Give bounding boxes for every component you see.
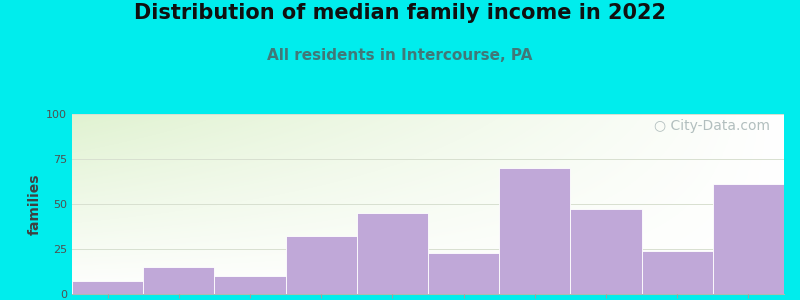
Text: ○ City-Data.com: ○ City-Data.com <box>654 119 770 134</box>
Bar <box>642 251 713 294</box>
Bar <box>72 281 143 294</box>
Bar <box>214 276 286 294</box>
Bar <box>499 168 570 294</box>
Bar <box>428 253 499 294</box>
Bar <box>286 236 357 294</box>
Bar <box>357 213 428 294</box>
Y-axis label: families: families <box>28 173 42 235</box>
Bar <box>570 209 642 294</box>
Bar <box>143 267 214 294</box>
Bar <box>713 184 784 294</box>
Text: All residents in Intercourse, PA: All residents in Intercourse, PA <box>267 48 533 63</box>
Text: Distribution of median family income in 2022: Distribution of median family income in … <box>134 3 666 23</box>
